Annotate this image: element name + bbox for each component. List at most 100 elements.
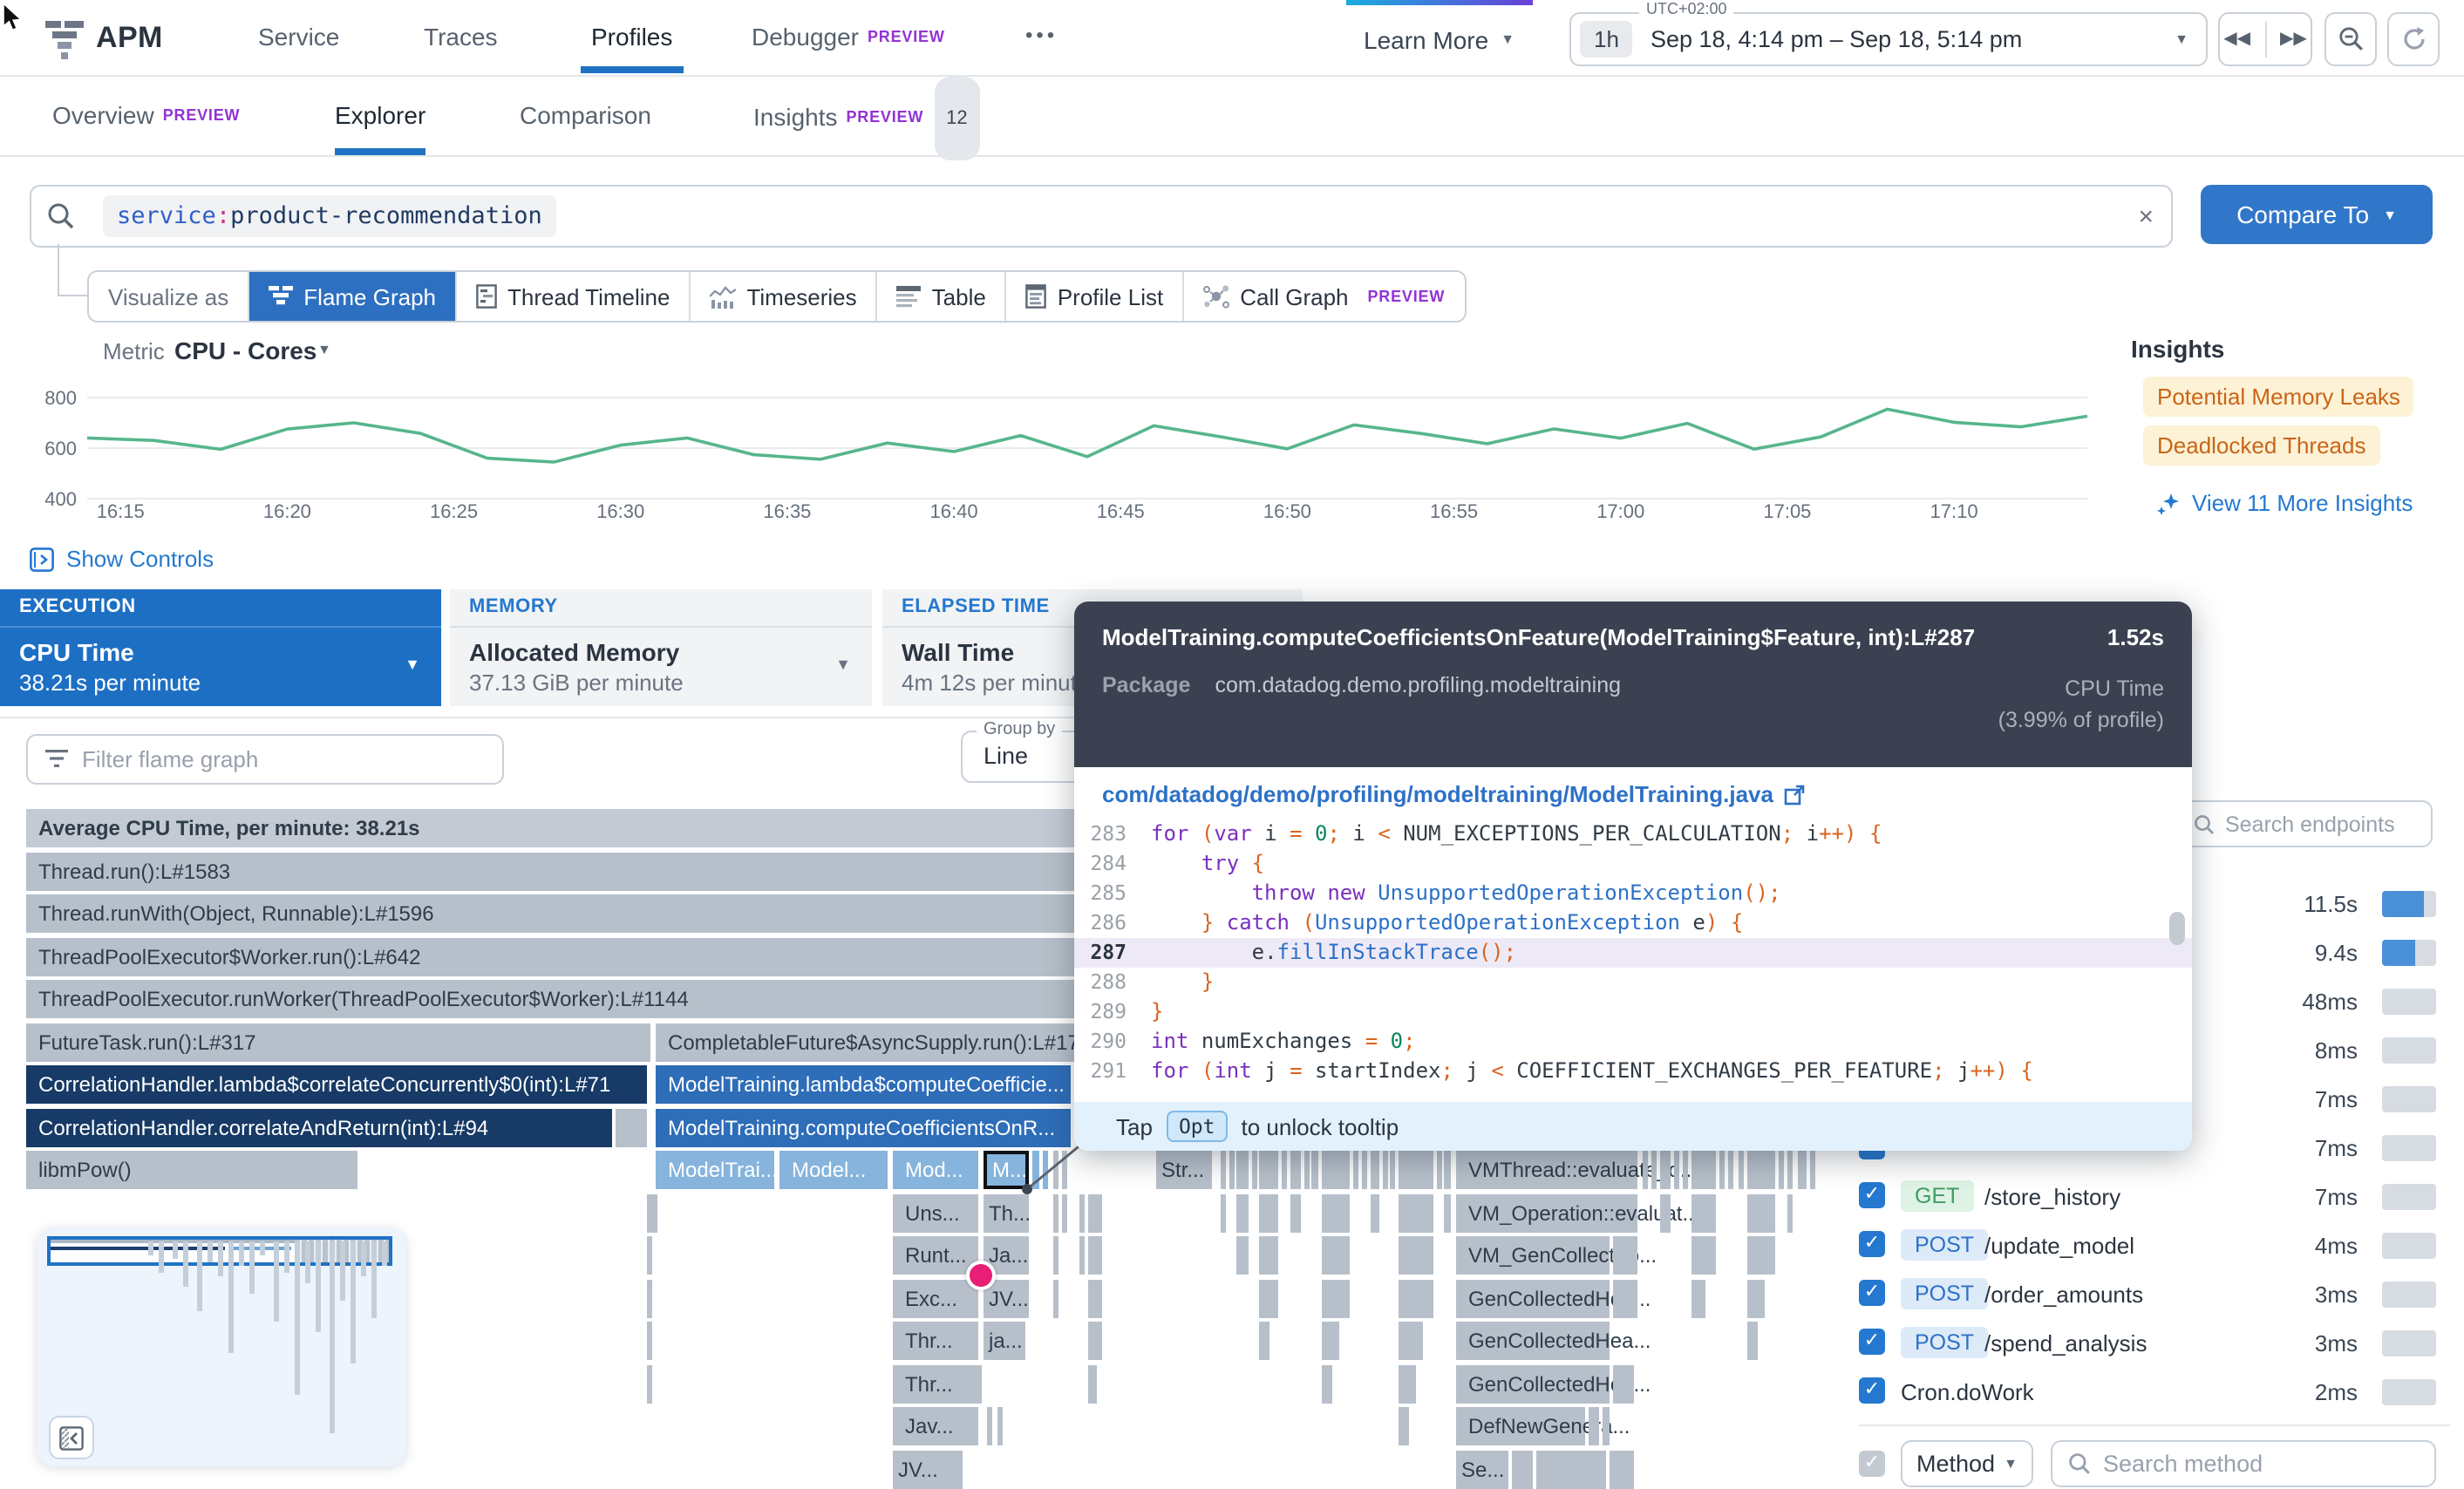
tab-overview[interactable]: Overview PREVIEW	[52, 101, 241, 129]
flame-frame-sliver[interactable]	[1399, 1407, 1409, 1445]
flame-frame-sliver[interactable]	[1304, 1151, 1310, 1189]
flame-frame-sliver[interactable]	[1399, 1236, 1433, 1275]
flame-frame-sliver[interactable]	[1610, 1451, 1634, 1489]
visualize-option-profile-list[interactable]: Profile List	[1004, 272, 1182, 321]
flame-frame[interactable]: libmPow()	[26, 1151, 357, 1189]
flame-frame-sliver[interactable]	[1322, 1322, 1339, 1360]
nav-item-service[interactable]: Service	[258, 23, 340, 51]
flame-frame-sliver[interactable]	[1728, 1151, 1733, 1189]
flame-frame-sliver[interactable]	[616, 1109, 647, 1147]
flame-frame-sliver[interactable]	[1719, 1151, 1725, 1189]
flame-frame-sliver[interactable]	[1674, 1151, 1679, 1189]
flame-frame-sliver[interactable]	[1079, 1236, 1085, 1275]
flame-frame[interactable]: Ja...	[984, 1236, 1029, 1275]
flame-frame-sliver[interactable]	[997, 1407, 1003, 1445]
apm-logo[interactable]: APM	[45, 17, 163, 59]
flame-frame-sliver[interactable]	[1747, 1151, 1775, 1189]
flame-frame-sliver[interactable]	[1088, 1194, 1102, 1233]
flame-frame-sliver[interactable]	[1747, 1236, 1775, 1275]
flame-frame-sliver[interactable]	[1613, 1365, 1634, 1404]
flame-frame-sliver[interactable]	[1290, 1194, 1301, 1233]
flame-frame[interactable]: Jav...	[893, 1407, 978, 1445]
clear-search-icon[interactable]: ×	[2138, 201, 2154, 231]
insight-chip-deadlocked-threads[interactable]: Deadlocked Threads	[2143, 425, 2380, 466]
flame-frame[interactable]: Thr...	[893, 1322, 978, 1360]
flame-frame[interactable]: Model...	[779, 1151, 888, 1189]
flame-frame[interactable]: Runt...	[893, 1236, 978, 1275]
show-controls-link[interactable]: Show Controls	[30, 546, 214, 572]
flame-frame[interactable]: M...	[984, 1151, 1029, 1189]
endpoint-checkbox[interactable]: ✓	[1859, 1231, 1885, 1257]
flame-frame-sliver[interactable]	[1088, 1280, 1102, 1318]
tooltip-scrollbar-thumb[interactable]	[2169, 912, 2185, 945]
metric-selector[interactable]: CPU - Cores	[174, 337, 317, 364]
flame-frame[interactable]: Mod...	[893, 1151, 978, 1189]
flame-frame-sliver[interactable]	[1259, 1236, 1278, 1275]
flame-frame-sliver[interactable]	[1322, 1236, 1350, 1275]
flame-frame-sliver[interactable]	[1399, 1194, 1433, 1233]
flame-frame[interactable]: ThreadPoolExecutor.runWorker(ThreadPoolE…	[26, 980, 2023, 1018]
flame-graph-minimap[interactable]	[37, 1227, 406, 1466]
refresh-button[interactable]	[2387, 12, 2440, 66]
flame-frame-sliver[interactable]	[1282, 1151, 1287, 1189]
flame-frame-sliver[interactable]	[1322, 1151, 1350, 1189]
flame-frame-sliver[interactable]	[1062, 1194, 1067, 1233]
flame-frame-sliver[interactable]	[1221, 1151, 1226, 1189]
flame-frame-sliver[interactable]	[647, 1365, 652, 1404]
flame-frame-sliver[interactable]	[1259, 1280, 1278, 1318]
flame-frame-sliver[interactable]	[1053, 1236, 1058, 1275]
flame-frame-sliver[interactable]	[1613, 1280, 1637, 1318]
compare-to-button[interactable]: Compare To ▼	[2201, 185, 2433, 244]
flame-frame-sliver[interactable]	[1747, 1322, 1758, 1360]
flame-frame[interactable]: FutureTask.run():L#317	[26, 1023, 650, 1062]
flame-frame-sliver[interactable]	[1444, 1151, 1451, 1189]
visualize-option-flame-graph[interactable]: Flame Graph	[248, 272, 456, 321]
flame-frame-sliver[interactable]	[1062, 1151, 1067, 1189]
flame-frame-sliver[interactable]	[1259, 1194, 1278, 1233]
flame-frame-sliver[interactable]	[1079, 1194, 1085, 1233]
flame-frame-sliver[interactable]	[1810, 1151, 1815, 1189]
zoom-out-button[interactable]	[2324, 12, 2377, 66]
endpoint-checkbox[interactable]: ✓	[1859, 1377, 1885, 1404]
learn-more-button[interactable]: Learn More ▼	[1346, 0, 1533, 73]
tab-insights[interactable]: Insights PREVIEW 12	[753, 77, 980, 160]
minimap-collapse-button[interactable]	[49, 1416, 94, 1459]
flame-frame-sliver[interactable]	[1088, 1365, 1097, 1404]
flame-frame-sliver[interactable]	[1399, 1365, 1416, 1404]
flame-frame-sliver[interactable]	[1371, 1151, 1379, 1189]
flame-frame-sliver[interactable]	[1053, 1151, 1058, 1189]
flame-frame-sliver[interactable]	[1252, 1151, 1257, 1189]
insight-chip-memory-leaks[interactable]: Potential Memory Leaks	[2143, 377, 2414, 417]
flame-frame-sliver[interactable]	[1390, 1151, 1395, 1189]
flame-frame-sliver[interactable]	[1660, 1151, 1671, 1189]
flame-frame-sliver[interactable]	[1236, 1194, 1249, 1233]
flame-frame-sliver[interactable]	[1747, 1194, 1775, 1233]
flame-frame-sliver[interactable]	[1322, 1280, 1350, 1318]
flame-frame-sliver[interactable]	[1660, 1194, 1671, 1233]
endpoint-path[interactable]: Cron.doWork	[1901, 1379, 2034, 1405]
flame-frame-sliver[interactable]	[1383, 1151, 1388, 1189]
endpoint-path[interactable]: /order_amounts	[1984, 1282, 2144, 1308]
flame-frame-sliver[interactable]	[1088, 1322, 1102, 1360]
time-range-picker[interactable]: 1h Sep 18, 4:14 pm – Sep 18, 5:14 pm ▼	[1569, 12, 2208, 66]
flame-frame-sliver[interactable]	[1589, 1407, 1599, 1445]
flame-frame-sliver[interactable]	[1053, 1194, 1058, 1233]
flame-frame[interactable]: Str...	[1156, 1151, 1212, 1189]
flame-frame-sliver[interactable]	[987, 1407, 992, 1445]
flame-frame-sliver[interactable]	[1651, 1151, 1657, 1189]
nav-item-profiles[interactable]: Profiles	[581, 0, 684, 73]
flame-graph-filter-input[interactable]: Filter flame graph	[26, 734, 504, 785]
flame-frame-sliver[interactable]	[1512, 1451, 1533, 1489]
flame-frame-sliver[interactable]	[1798, 1151, 1807, 1189]
flame-frame-sliver[interactable]	[1229, 1151, 1235, 1189]
method-select[interactable]: Method ▼	[1901, 1440, 2033, 1487]
visualize-option-call-graph[interactable]: Call Graph PREVIEW	[1182, 272, 1464, 321]
flame-frame-sliver[interactable]	[1643, 1151, 1648, 1189]
chevron-down-icon[interactable]: ▼	[317, 342, 331, 357]
endpoint-path[interactable]: /spend_analysis	[1984, 1330, 2147, 1356]
search-query-input[interactable]: service:product-recommendation ×	[87, 185, 2173, 248]
metric-card-memory[interactable]: MEMORY Allocated Memory 37.13 GiB per mi…	[450, 589, 872, 706]
flame-frame[interactable]: Exc...	[893, 1280, 978, 1318]
nav-item-traces[interactable]: Traces	[424, 23, 498, 51]
search-endpoints-input[interactable]: Search endpoints	[2178, 800, 2433, 847]
